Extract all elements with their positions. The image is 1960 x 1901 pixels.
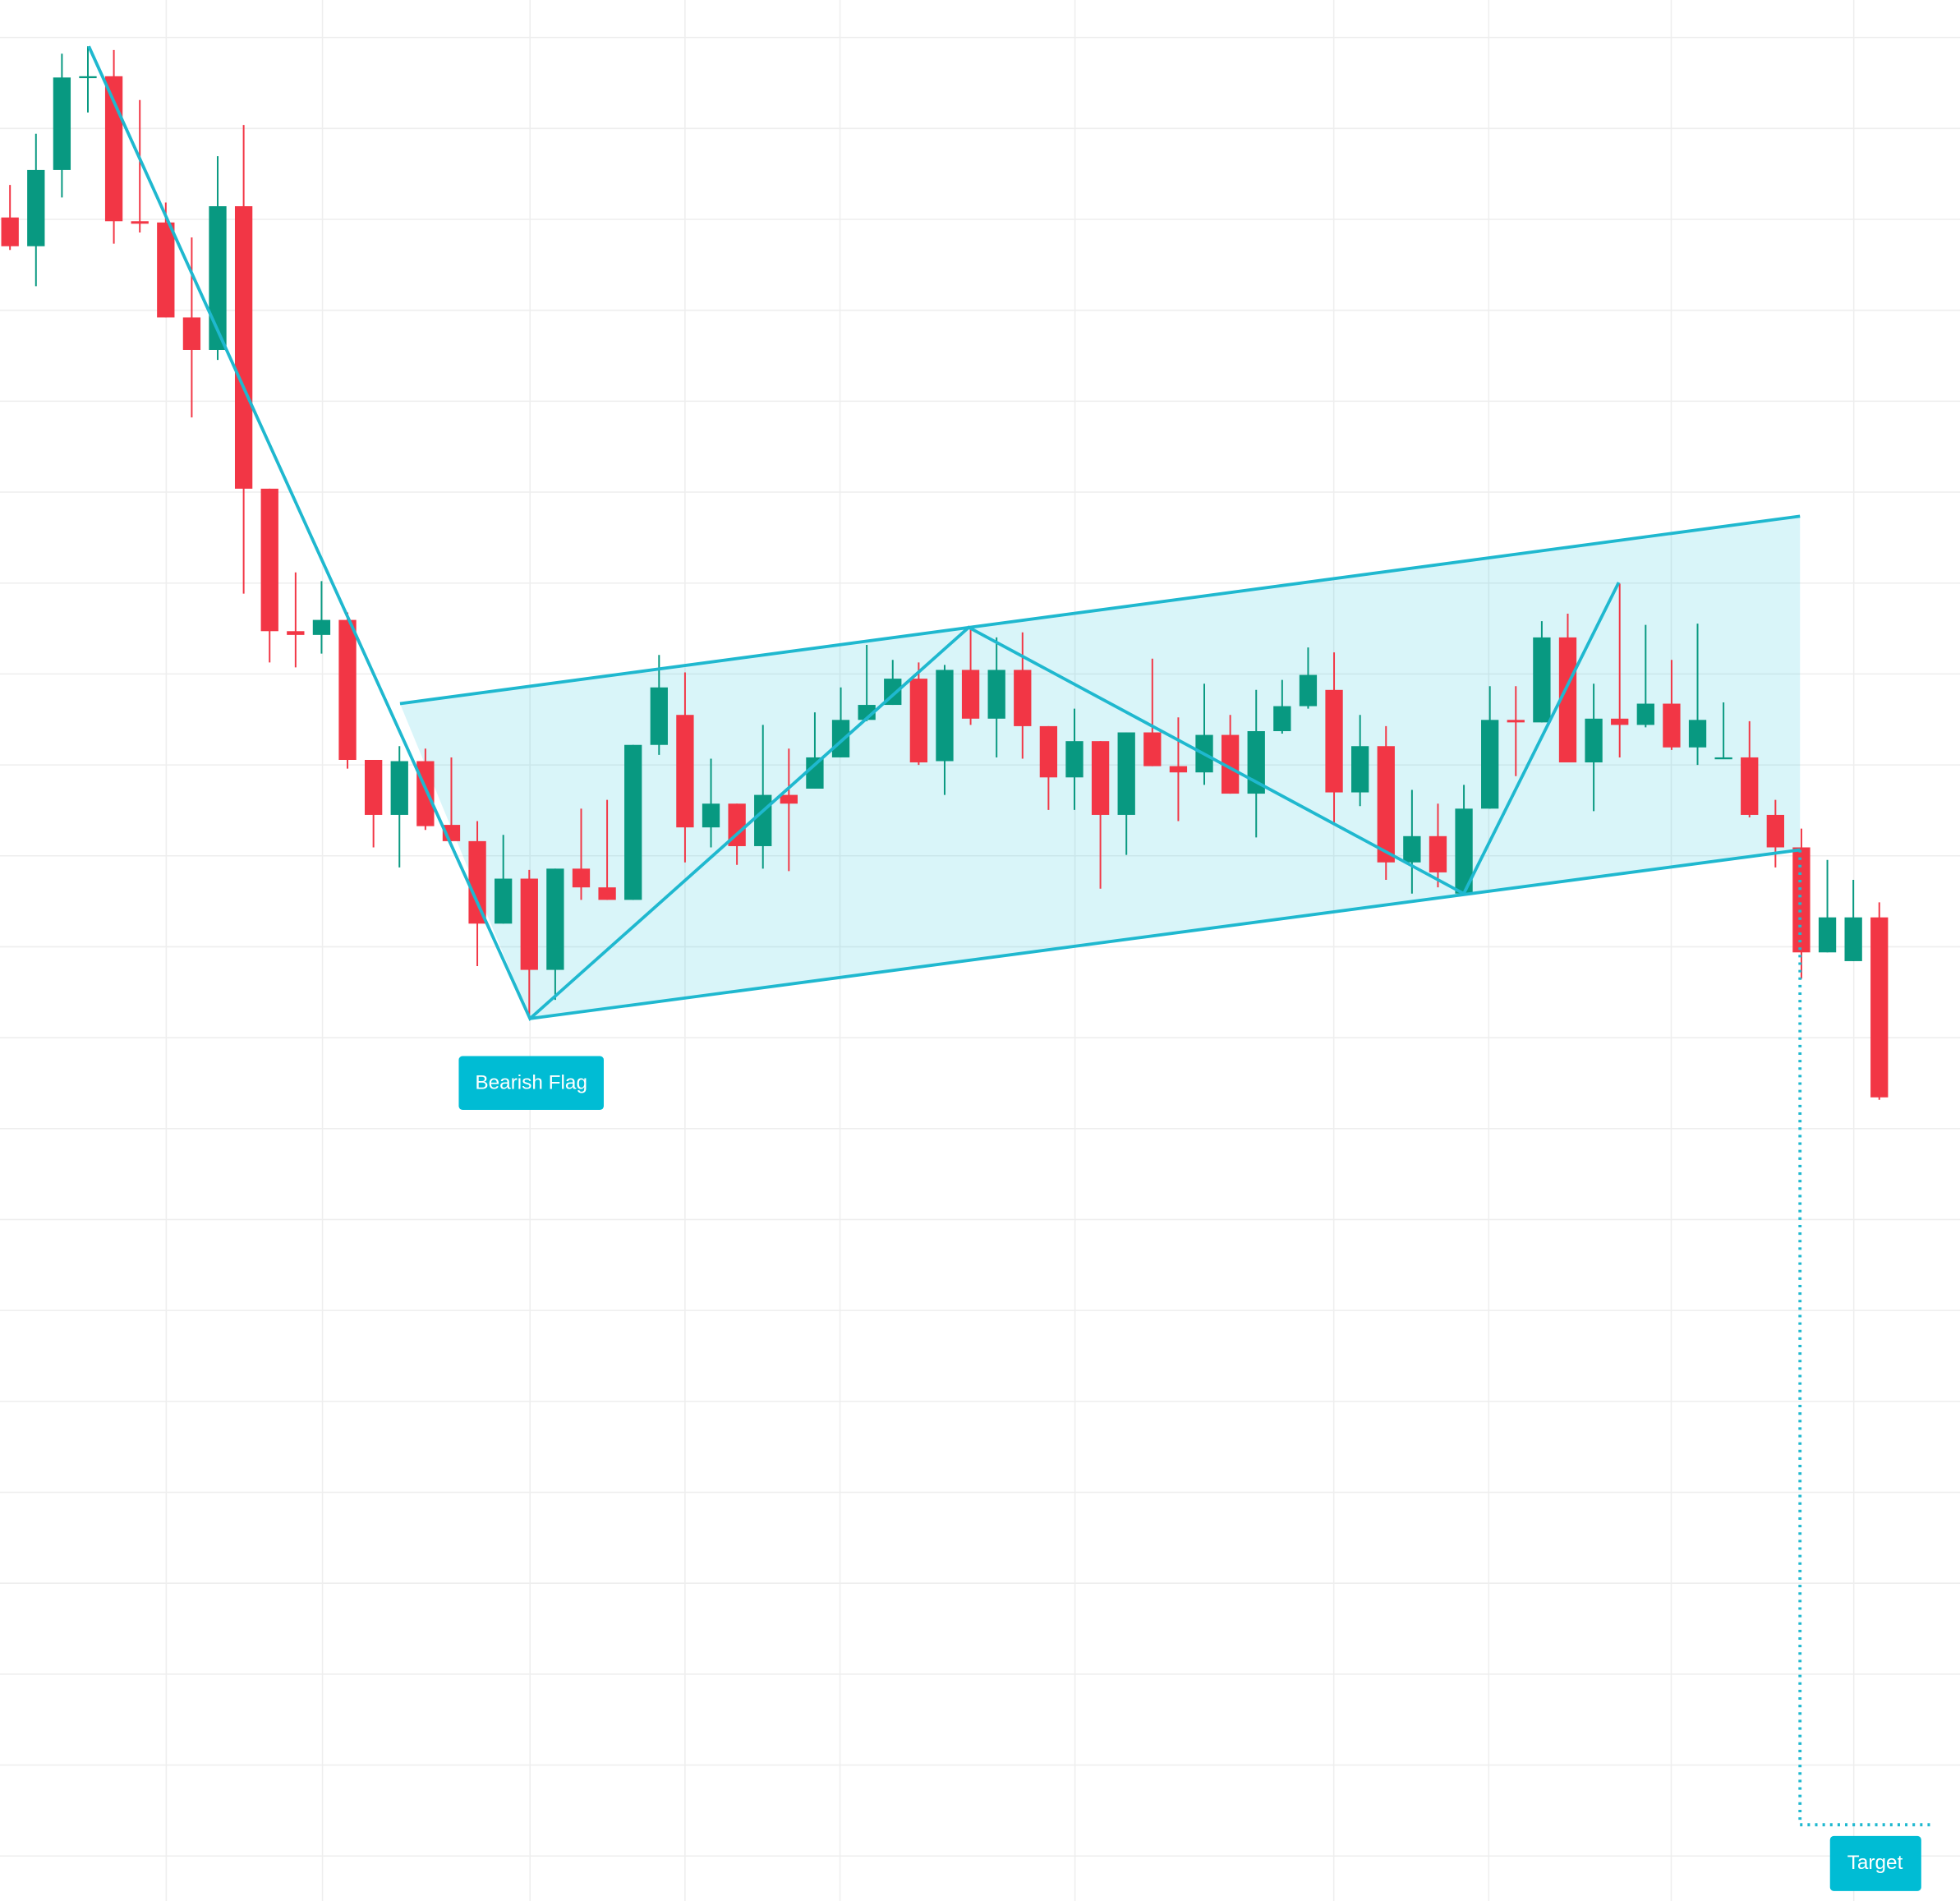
candle-body	[1870, 917, 1889, 1098]
candle-body	[338, 619, 357, 760]
candle-body	[1403, 835, 1421, 863]
candle-body	[676, 715, 694, 828]
candle-body	[234, 206, 253, 489]
candle-body	[27, 169, 45, 246]
candle-body	[1741, 757, 1759, 815]
flag-top	[399, 514, 1801, 706]
candle-body	[209, 206, 227, 350]
candle-body	[1221, 734, 1240, 794]
candle-body	[572, 868, 591, 888]
candle-body	[79, 76, 97, 79]
candle-body	[1117, 732, 1135, 815]
candle-body	[260, 488, 278, 632]
candle-body	[961, 670, 980, 719]
candle-body	[1507, 720, 1525, 723]
candle-body	[1663, 703, 1681, 748]
candle-body	[1585, 718, 1603, 763]
label-box	[1829, 1835, 1921, 1891]
candle-body	[1429, 835, 1447, 872]
candles	[1, 46, 1889, 1100]
candle-body	[754, 794, 772, 846]
candle-body	[806, 757, 824, 789]
flag-bottom	[529, 848, 1801, 1020]
candle-body	[1143, 732, 1162, 766]
candle-body	[495, 878, 513, 924]
candle-body	[1377, 746, 1395, 863]
candle-body	[728, 803, 746, 846]
candle-body	[1, 217, 19, 246]
target-label: Target	[1847, 1852, 1903, 1874]
candle-body	[1688, 720, 1707, 748]
candle-body	[1455, 808, 1473, 894]
candle-body	[1766, 814, 1784, 848]
candle-body	[1481, 720, 1499, 809]
candle-body	[53, 77, 71, 170]
pattern-label: Bearish Flag	[475, 1071, 587, 1093]
candle-body	[364, 759, 383, 815]
candle-body	[1792, 847, 1810, 953]
candle-body	[1351, 746, 1369, 793]
candle-body	[1844, 917, 1862, 961]
candle-body	[598, 887, 616, 900]
candle-body	[1325, 689, 1343, 793]
candle-body	[1818, 917, 1837, 953]
zigzag	[87, 45, 1621, 1022]
candle-body	[182, 317, 201, 350]
pattern-lines	[87, 45, 1932, 1827]
candle-body	[702, 803, 720, 828]
candle-body	[1065, 741, 1084, 778]
candle-body	[1091, 741, 1110, 815]
candle-body	[1611, 718, 1629, 725]
candle-body	[287, 631, 305, 635]
label-box	[458, 1056, 604, 1110]
candle-body	[1714, 757, 1732, 760]
candle-body	[909, 679, 928, 763]
candle-body	[520, 878, 538, 970]
candle-body	[1014, 670, 1032, 726]
candle-body	[1636, 703, 1654, 725]
candle-body	[1558, 637, 1577, 763]
candle-body	[1169, 766, 1188, 773]
candle-body	[1273, 706, 1291, 731]
candle-body	[546, 868, 564, 970]
candle-body	[624, 744, 642, 900]
candle-body	[1039, 725, 1058, 778]
candle-body	[1533, 637, 1551, 723]
candle-body	[650, 687, 668, 745]
candle-body	[157, 222, 175, 318]
candle-body	[131, 221, 149, 224]
candle-body	[936, 670, 954, 762]
candle-body	[780, 794, 798, 804]
candle-body	[831, 720, 850, 757]
candle-body	[1299, 674, 1318, 707]
candle-body	[987, 670, 1005, 719]
candle-body	[468, 840, 486, 924]
candle-body	[312, 619, 331, 635]
target-line	[1798, 849, 1932, 1827]
candle-body	[390, 761, 408, 815]
